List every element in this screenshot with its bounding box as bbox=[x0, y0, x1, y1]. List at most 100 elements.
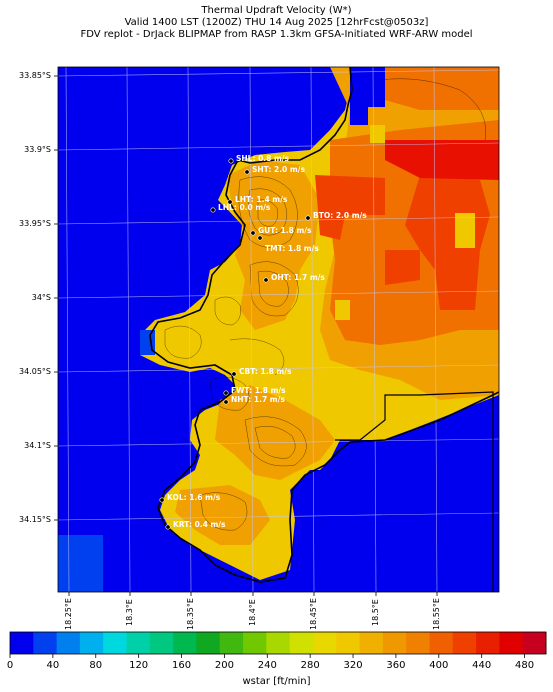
station-label: GUT: 1.8 m/s bbox=[258, 226, 312, 235]
colorbar-segment bbox=[79, 632, 104, 654]
water-patch-bay bbox=[350, 95, 368, 125]
station-markers: SHL: 0.8 m/s SHT: 2.0 m/s LHT: 1.4 m/s L… bbox=[159, 154, 367, 530]
y-tick-label: 33.85°S bbox=[19, 71, 51, 80]
x-tick-label: 18.25°E bbox=[64, 598, 73, 630]
colorbar-segment bbox=[336, 632, 361, 654]
station-fwt[interactable]: FWT: 1.8 m/s bbox=[223, 386, 286, 396]
station-sht[interactable]: SHT: 2.0 m/s bbox=[244, 165, 306, 175]
station-label: CBT: 1.8 m/s bbox=[239, 367, 292, 376]
colorbar-segment bbox=[196, 632, 221, 654]
station-tmt[interactable]: TMT: 1.8 m/s bbox=[257, 235, 320, 253]
station-label: SHT: 2.0 m/s bbox=[252, 165, 305, 174]
x-tick-label: 18.4°E bbox=[248, 599, 257, 626]
x-tick-label: 18.35°E bbox=[186, 598, 195, 630]
colorbar-segment bbox=[126, 632, 151, 654]
yellow-patch-3 bbox=[335, 300, 350, 320]
station-nht[interactable]: NHT: 1.7 m/s bbox=[223, 395, 286, 405]
y-tick-label: 34.1°S bbox=[24, 441, 51, 450]
colorbar-segment bbox=[522, 632, 547, 654]
station-label: SHL: 0.8 m/s bbox=[236, 154, 290, 163]
station-oht[interactable]: OHT: 1.7 m/s bbox=[263, 273, 326, 283]
terrain-zone-red-orange bbox=[315, 175, 385, 240]
x-tick-label: 18.55°E bbox=[432, 598, 441, 630]
chart-subtitle-model: FDV replot - DrJack BLIPMAP from RASP 1.… bbox=[80, 29, 473, 40]
station-label: BTO: 2.0 m/s bbox=[313, 211, 367, 220]
water-patch-southwest bbox=[58, 535, 103, 592]
chart-title: Thermal Updraft Velocity (W*) bbox=[201, 5, 352, 16]
colorbar-tick-label: 480 bbox=[515, 660, 535, 671]
station-gut[interactable]: GUT: 1.8 m/s bbox=[250, 226, 312, 236]
colorbar-segment bbox=[56, 632, 81, 654]
chart-subtitle-valid-time: Valid 1400 LST (1200Z) THU 14 Aug 2025 [… bbox=[124, 17, 429, 28]
station-shl[interactable]: SHL: 0.8 m/s bbox=[228, 154, 290, 164]
station-label: NHT: 1.7 m/s bbox=[231, 395, 285, 404]
colorbar-tick-label: 200 bbox=[214, 660, 234, 671]
colorbar-tick-label: 360 bbox=[386, 660, 406, 671]
terrain-zone-red-orange-east bbox=[405, 175, 490, 310]
station-label: KOL: 1.6 m/s bbox=[167, 493, 221, 502]
station-bto[interactable]: BTO: 2.0 m/s bbox=[305, 211, 367, 221]
colorbar-segment bbox=[243, 632, 267, 654]
station-lhl[interactable]: LHL: 0.0 m/s bbox=[210, 203, 271, 213]
coastline bbox=[149, 67, 499, 583]
colorbar bbox=[9, 631, 547, 658]
colorbar-tick-label: 280 bbox=[300, 660, 320, 671]
colorbar-tick-label: 40 bbox=[46, 660, 60, 671]
station-krt[interactable]: KRT: 0.4 m/s bbox=[165, 520, 226, 530]
y-tick-label: 33.95°S bbox=[19, 219, 51, 228]
station-lht[interactable]: LHT: 1.4 m/s bbox=[227, 195, 288, 205]
colorbar-segment bbox=[312, 632, 337, 654]
colorbar-segment bbox=[429, 632, 454, 654]
colorbar-tick-label: 320 bbox=[343, 660, 363, 671]
station-label: OHT: 1.7 m/s bbox=[271, 273, 325, 282]
colorbar-segment bbox=[406, 632, 430, 654]
station-label: LHL: 0.0 m/s bbox=[218, 203, 271, 212]
colorbar-segment bbox=[289, 632, 314, 654]
plot-frame bbox=[57, 66, 500, 593]
colorbar-tick-label: 80 bbox=[89, 660, 103, 671]
yellow-patch-2 bbox=[370, 125, 385, 143]
colorbar-segment bbox=[33, 632, 58, 654]
x-tick-label: 18.3°E bbox=[125, 599, 134, 626]
station-label: KRT: 0.4 m/s bbox=[173, 520, 226, 529]
axis-ticks bbox=[54, 75, 438, 596]
colorbar-segment bbox=[382, 632, 407, 654]
colorbar-segment bbox=[476, 632, 500, 654]
y-tick-label: 33.9°S bbox=[24, 145, 51, 154]
station-cbt[interactable]: CBT: 1.8 m/s bbox=[231, 367, 292, 377]
graticule bbox=[58, 67, 499, 592]
colorbar-tick-label: 400 bbox=[429, 660, 449, 671]
colorbar-tick-label: 120 bbox=[129, 660, 149, 671]
station-kol[interactable]: KOL: 1.6 m/s bbox=[159, 493, 221, 503]
colorbar-segment bbox=[359, 632, 384, 654]
terrain-zone-amber-southwest bbox=[175, 485, 270, 545]
colorbar-segment bbox=[266, 632, 291, 654]
colorbar-segment bbox=[219, 632, 244, 654]
terrain-zone-red-orange-center bbox=[385, 250, 420, 285]
colorbar-segment bbox=[103, 632, 128, 654]
colorbar-tick-label: 440 bbox=[472, 660, 492, 671]
colorbar-tick-label: 160 bbox=[171, 660, 192, 671]
colorbar-segment bbox=[452, 632, 477, 654]
colorbar-title: wstar [ft/min] bbox=[242, 676, 311, 687]
station-label: TMT: 1.8 m/s bbox=[265, 244, 319, 253]
wstar-field bbox=[58, 67, 499, 592]
terrain-contours bbox=[164, 78, 486, 531]
terrain-zone-orange-north bbox=[370, 67, 499, 110]
yellow-patch-1 bbox=[455, 213, 475, 248]
colorbar-segment bbox=[173, 632, 197, 654]
y-tick-label: 34°S bbox=[31, 293, 51, 302]
colorbar-segment bbox=[149, 632, 174, 654]
boundary-line bbox=[335, 391, 494, 592]
x-tick-label: 18.45°E bbox=[309, 598, 318, 630]
station-label: LHT: 1.4 m/s bbox=[235, 195, 288, 204]
x-tick-label: 18.5°E bbox=[371, 599, 380, 626]
colorbar-frame bbox=[9, 631, 547, 655]
terrain-zone-amber-south bbox=[215, 385, 335, 480]
y-tick-label: 34.05°S bbox=[19, 367, 51, 376]
y-tick-label: 34.15°S bbox=[19, 515, 51, 524]
terrain-zone-red bbox=[385, 140, 499, 180]
colorbar-segment bbox=[499, 632, 524, 654]
colorbar-tick-label: 240 bbox=[257, 660, 277, 671]
station-label: FWT: 1.8 m/s bbox=[231, 386, 286, 395]
